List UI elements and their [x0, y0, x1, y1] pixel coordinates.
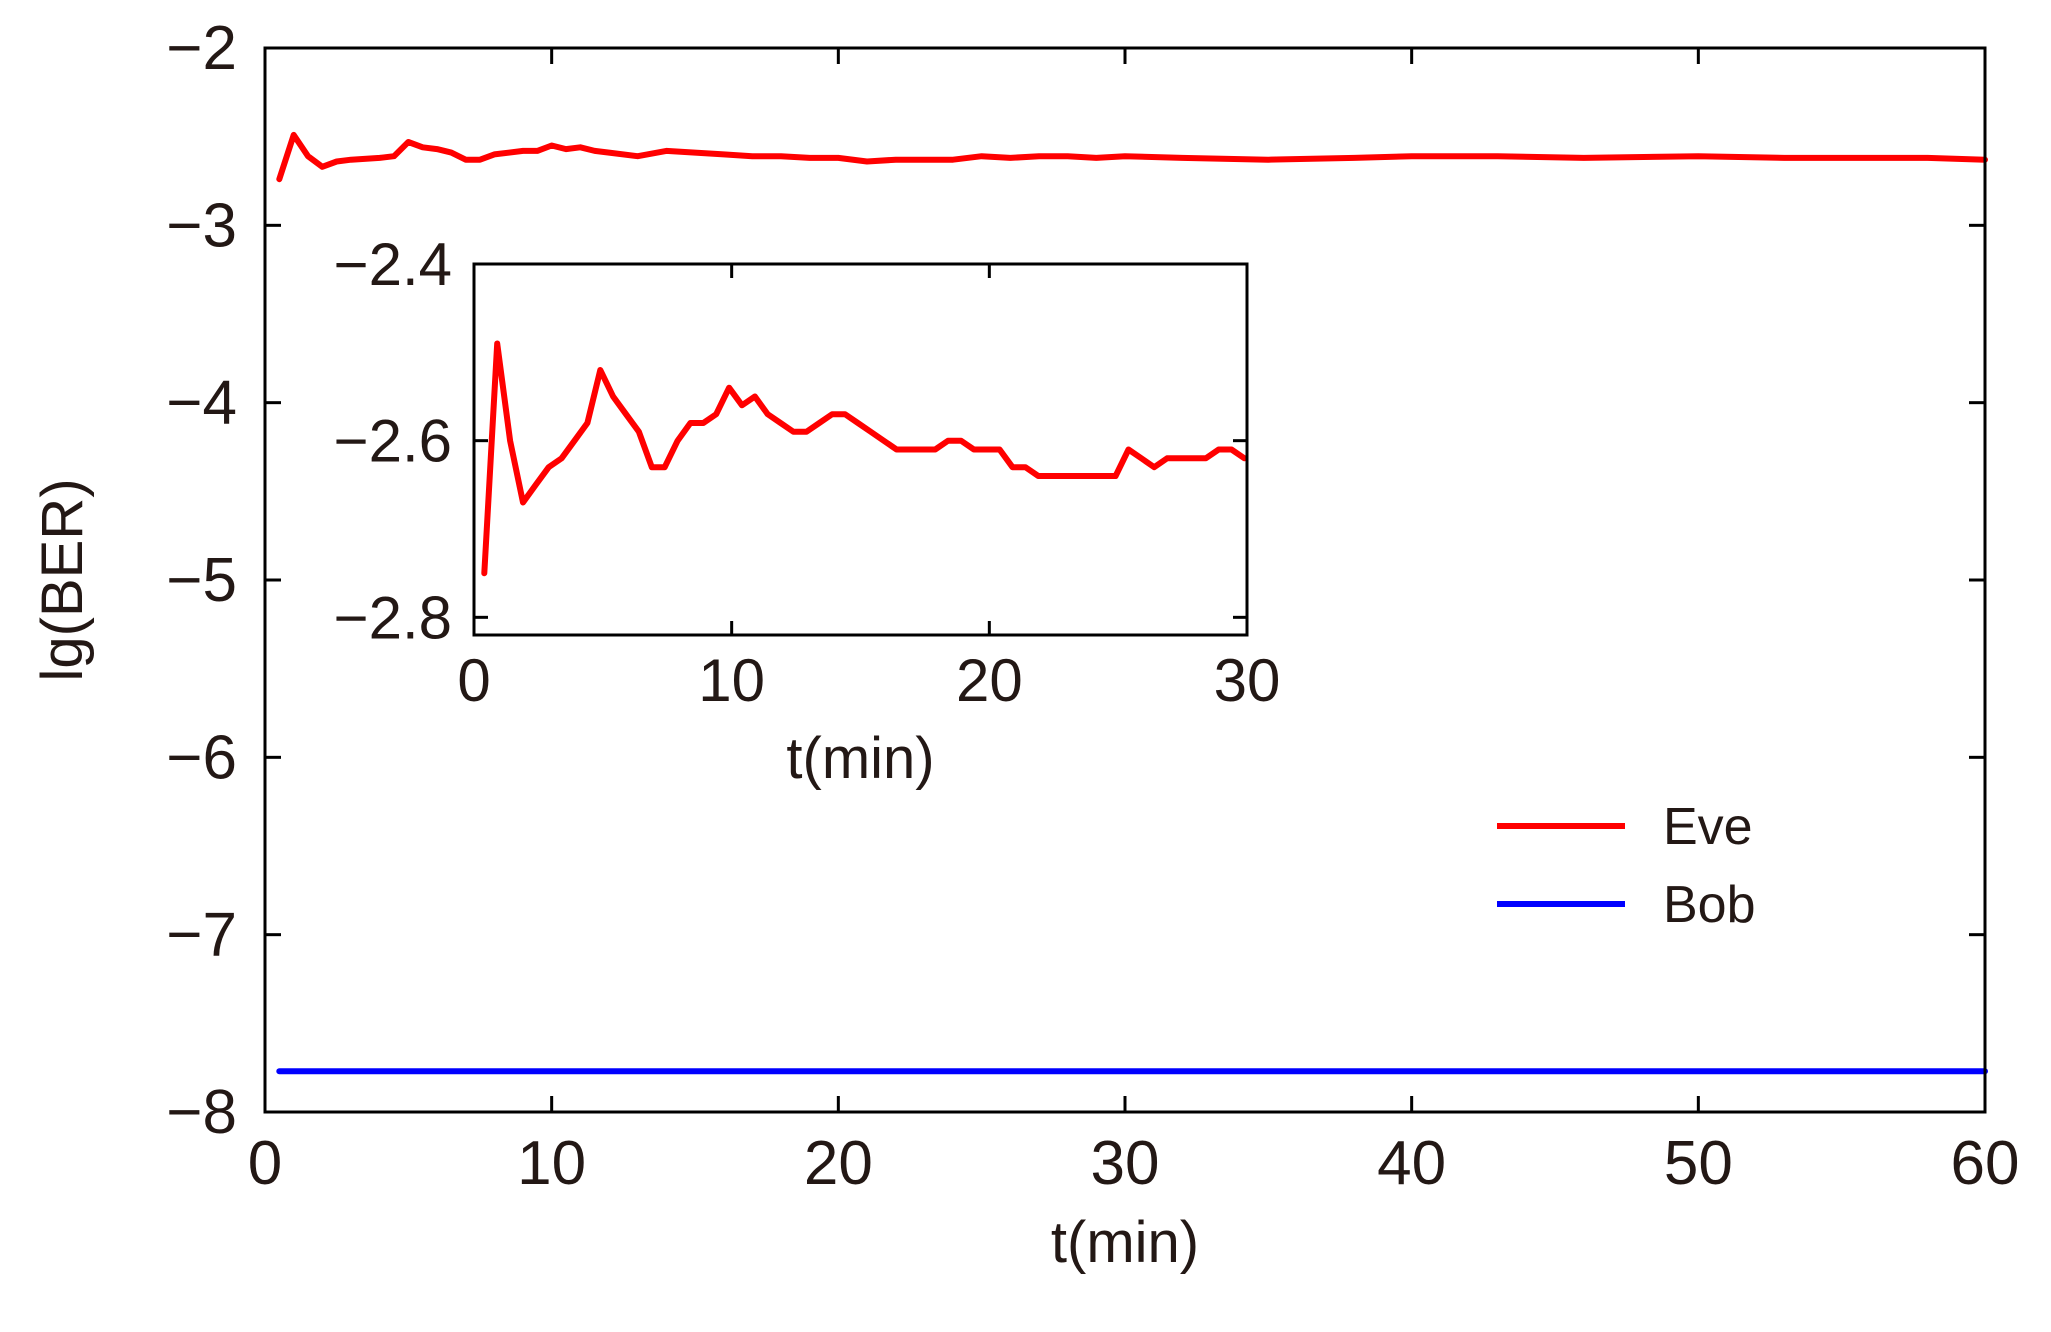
main-series-eve-line — [276, 131, 1988, 183]
main-y-tick-label: −3 — [166, 191, 237, 260]
main-chart: 0 10 20 30 40 50 60 −8 −7 −6 −5 −4 −3 −2 t(min) lg(BER)… — [30, 14, 2019, 1275]
inset-series-eve-line — [481, 340, 1248, 577]
inset-y-tick-label: −2.8 — [334, 584, 452, 651]
main-y-tick-label: −4 — [166, 369, 237, 438]
main-y-tick-label: −7 — [166, 901, 237, 970]
main-x-tick-label: 60 — [1951, 1129, 2020, 1198]
inset-x-tick-label: 30 — [1214, 647, 1281, 714]
main-y-axis-label: lg(BER) — [30, 478, 95, 681]
legend-label-eve: Eve — [1663, 798, 1753, 856]
inset-x-axis-label: t(min) — [786, 726, 934, 791]
main-x-tick-label: 10 — [517, 1129, 586, 1198]
inset-plot-frame — [472, 262, 1249, 637]
main-x-tick-label: 0 — [248, 1129, 282, 1198]
inset-x-tick-label: 10 — [698, 647, 765, 714]
main-y-tick-label: −6 — [166, 723, 237, 792]
main-x-tick-label: 50 — [1664, 1129, 1733, 1198]
inset-x-tick-label: 0 — [457, 647, 490, 714]
inset-background — [474, 264, 1247, 635]
main-x-tick-label: 20 — [804, 1129, 873, 1198]
main-y-tick-label: −2 — [166, 14, 237, 83]
main-y-tick-label: −5 — [166, 546, 237, 615]
legend: Eve Bob — [1497, 798, 1756, 934]
inset-y-tick-label: −2.6 — [334, 408, 452, 475]
main-x-axis-label: t(min) — [1051, 1210, 1199, 1275]
main-y-tick-label: −8 — [166, 1078, 237, 1147]
legend-label-bob: Bob — [1663, 876, 1756, 934]
main-x-tick-label: 40 — [1377, 1129, 1446, 1198]
inset-chart: 0 10 20 30 −2.8 −2.6 −2.4 t(min) — [334, 231, 1281, 791]
inset-y-tick-label: −2.4 — [334, 231, 452, 298]
inset-x-tick-label: 20 — [956, 647, 1023, 714]
main-x-tick-label: 30 — [1091, 1129, 1160, 1198]
